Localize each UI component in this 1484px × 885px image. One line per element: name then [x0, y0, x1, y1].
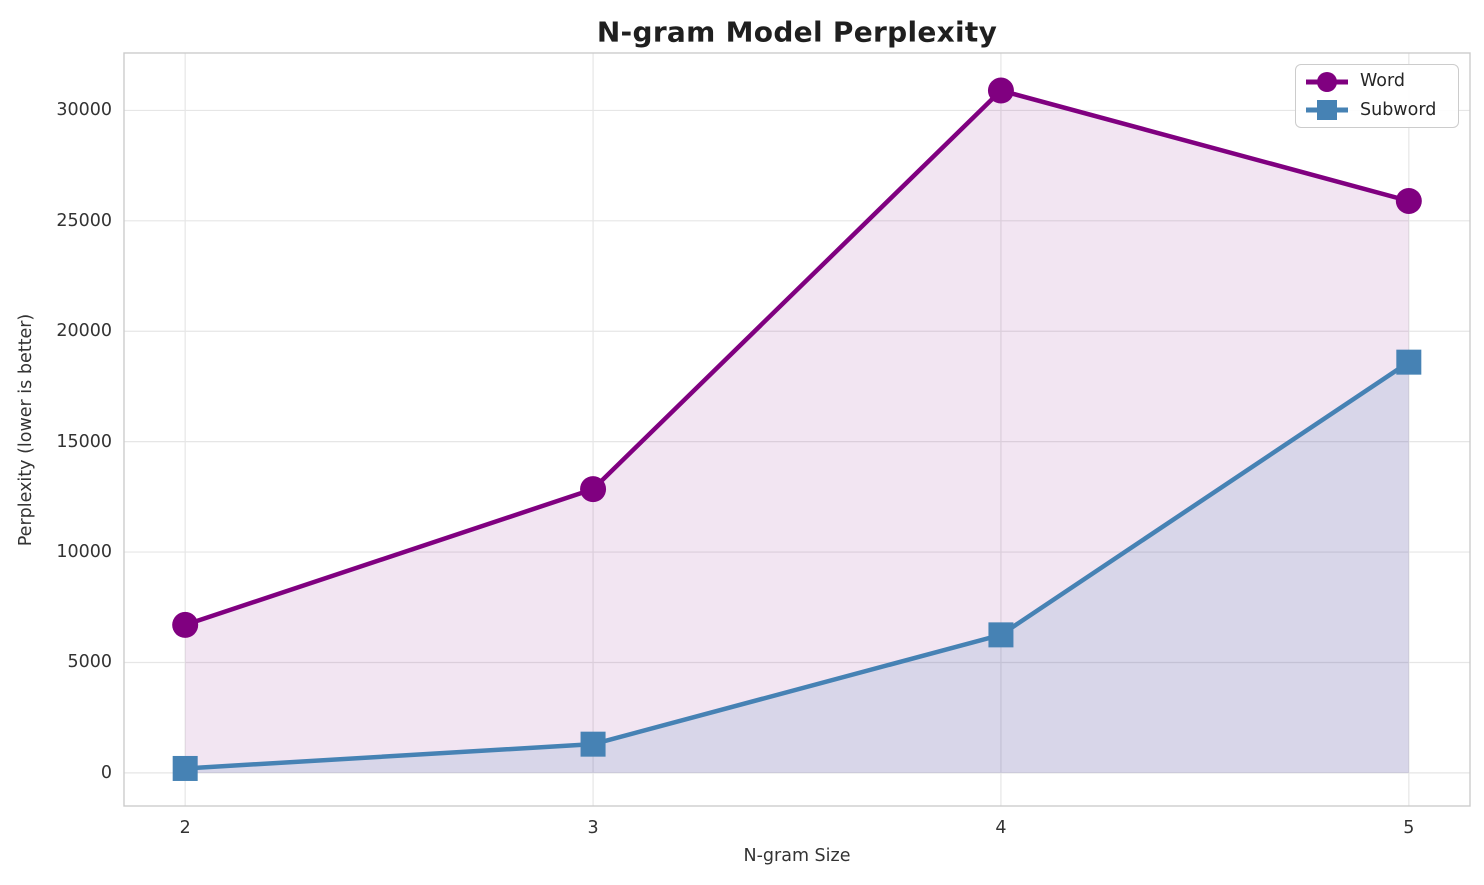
line-word [184, 88, 1410, 628]
y-tick-label: 0 [100, 762, 112, 783]
legend-item-word: Word [1304, 69, 1448, 95]
y-tick-label: 25000 [56, 210, 112, 231]
y-tick-label: 30000 [56, 100, 112, 121]
marker-word [172, 611, 199, 638]
legend-label: Subword [1360, 99, 1437, 120]
legend-label: Word [1360, 71, 1405, 91]
circle-marker-icon [1306, 71, 1348, 92]
legend: Word Subword [1295, 64, 1459, 128]
line-subword [185, 360, 1411, 771]
y-axis-label: Perplexity (lower is better) [16, 313, 36, 547]
chart-title: N-gram Model Perplexity [596, 15, 998, 49]
area-fill-subword [185, 362, 1409, 773]
x-axis-label: N-gram Size [743, 846, 851, 866]
marker-subword [988, 622, 1014, 648]
plot-border [123, 52, 1471, 807]
marker-subword [580, 731, 606, 757]
marker-word [1395, 187, 1422, 214]
x-tick-label: 5 [1403, 818, 1415, 838]
square-marker-icon [1306, 100, 1348, 121]
x-tick-label: 3 [587, 818, 599, 838]
y-tick-label: 5000 [67, 652, 112, 673]
marker-word [580, 476, 607, 503]
legend-item-subword: Subword [1304, 98, 1448, 124]
area-fill-word [185, 90, 1409, 773]
marker-word [987, 77, 1014, 104]
marker-subword [1396, 349, 1422, 375]
y-tick-label: 10000 [56, 542, 112, 563]
y-tick-label: 20000 [56, 321, 112, 342]
x-tick-label: 4 [995, 818, 1007, 838]
x-tick-label: 2 [179, 818, 191, 838]
y-tick-label: 15000 [56, 431, 112, 452]
marker-subword [172, 755, 198, 781]
